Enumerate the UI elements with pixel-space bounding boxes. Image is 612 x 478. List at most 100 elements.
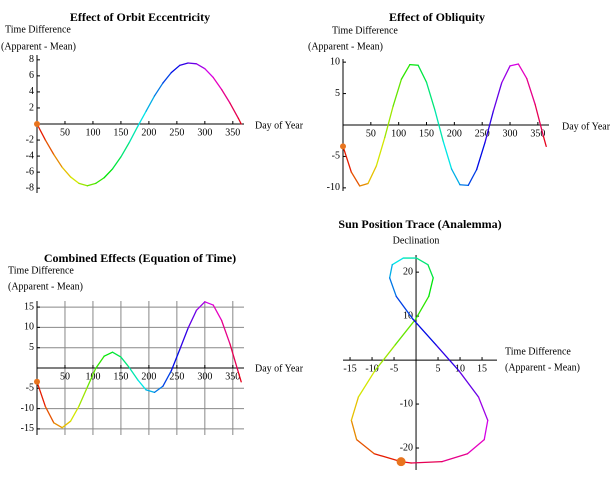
curve-segment — [237, 371, 242, 383]
curve-segment — [220, 319, 231, 345]
y-tick-label: -2 — [26, 134, 34, 145]
curve-segment — [137, 110, 147, 128]
curve-segment — [434, 109, 444, 142]
y-axis-label: Time Difference — [5, 24, 71, 35]
x-tick-label: 300 — [503, 128, 518, 139]
curve-segment — [391, 257, 404, 266]
curve-segment — [220, 88, 231, 104]
curve-segment — [467, 168, 478, 186]
curve-segment — [153, 82, 164, 97]
curve-segment — [69, 405, 80, 422]
chart-title: Effect of Orbit Eccentricity — [70, 10, 210, 24]
y-tick-label: -5 — [332, 151, 340, 162]
x-tick-label: 150 — [419, 128, 434, 139]
y-tick-label: 20 — [403, 266, 413, 277]
y-tick-label: 5 — [335, 88, 340, 99]
curve-segment — [103, 351, 114, 357]
curve-segment — [442, 140, 453, 170]
curve-segment — [153, 385, 164, 394]
curve-segment — [542, 135, 547, 148]
curve-segment — [53, 422, 63, 429]
chart-title: Sun Position Trace (Analemma) — [338, 217, 501, 231]
x-tick-label: 100 — [85, 127, 100, 138]
y-tick-label: 5 — [29, 342, 34, 353]
curve-segment — [517, 63, 528, 80]
curve-segment — [414, 295, 430, 320]
curve-segment — [95, 177, 105, 185]
y-tick-label: -20 — [400, 442, 413, 453]
x-tick-label: 10 — [455, 363, 465, 374]
curve-segment — [427, 264, 434, 279]
position-marker — [340, 143, 346, 150]
curve-segment — [350, 419, 358, 441]
x-tick-label: -5 — [390, 363, 398, 374]
curve-segment — [394, 318, 417, 346]
y-axis-label: Declination — [393, 235, 440, 246]
curve-segment — [36, 381, 47, 408]
curve-segment — [374, 344, 397, 372]
curve-segment — [350, 396, 360, 421]
y-axis-label: (Apparent - Mean) — [1, 41, 76, 52]
y-tick-label: 10 — [330, 56, 340, 67]
curve-segment — [410, 460, 443, 464]
curve-segment — [204, 301, 214, 306]
position-marker — [34, 121, 40, 127]
x-tick-label: -15 — [343, 363, 356, 374]
curve-segment — [229, 343, 240, 374]
curve-segment — [237, 117, 242, 125]
curve-segment — [86, 182, 97, 187]
x-tick-label: 15 — [477, 363, 487, 374]
chart-title: Combined Effects (Equation of Time) — [44, 251, 236, 265]
curve-segment — [204, 67, 214, 79]
curve-segment — [392, 78, 403, 107]
curve-segment — [484, 110, 494, 144]
curve-segment — [61, 166, 72, 178]
y-axis-label: (Apparent - Mean) — [8, 281, 83, 292]
curve-segment — [120, 141, 130, 158]
curve-segment — [355, 439, 375, 455]
curve-segment — [86, 367, 97, 388]
curve-segment — [357, 370, 376, 398]
curve-segment — [162, 370, 172, 387]
curve-segment — [417, 64, 428, 83]
curve-segment — [36, 123, 47, 141]
x-tick-label: -10 — [365, 363, 378, 374]
curve-segment — [388, 277, 397, 297]
curve-segment — [441, 453, 469, 463]
curve-segment — [78, 182, 89, 187]
x-tick-label: 250 — [169, 371, 184, 382]
x-tick-label: 350 — [225, 127, 240, 138]
curve-segment — [388, 264, 393, 279]
y-tick-label: 8 — [29, 54, 34, 65]
y-axis-label: (Apparent - Mean) — [308, 41, 383, 52]
y-tick-label: 10 — [403, 310, 413, 321]
y-tick-label: -5 — [26, 383, 34, 394]
curve-segment — [187, 62, 198, 65]
y-tick-label: -4 — [26, 150, 34, 161]
x-tick-label: 50 — [60, 371, 70, 382]
curve-segment — [501, 65, 511, 84]
y-tick-label: 6 — [29, 70, 34, 81]
curve-segment — [120, 356, 130, 369]
curve-segment — [212, 304, 223, 322]
curve-segment — [412, 318, 437, 346]
x-tick-label: 350 — [530, 128, 545, 139]
curve-segment — [128, 125, 139, 144]
curve-segment — [195, 301, 206, 311]
curve-segment — [509, 63, 520, 67]
curve-segment — [466, 439, 485, 455]
curve-segment — [475, 141, 486, 171]
curve-segment — [145, 95, 156, 112]
curve-segment — [170, 349, 181, 372]
x-tick-label: 50 — [60, 127, 70, 138]
curve-segment — [458, 370, 480, 398]
curve-segment — [375, 136, 386, 167]
x-tick-label: 350 — [225, 371, 240, 382]
curve-segment — [195, 63, 206, 70]
curve-segment — [187, 309, 198, 329]
curve-segment — [162, 72, 172, 84]
x-tick-label: 300 — [197, 371, 212, 382]
x-tick-label: 250 — [169, 127, 184, 138]
